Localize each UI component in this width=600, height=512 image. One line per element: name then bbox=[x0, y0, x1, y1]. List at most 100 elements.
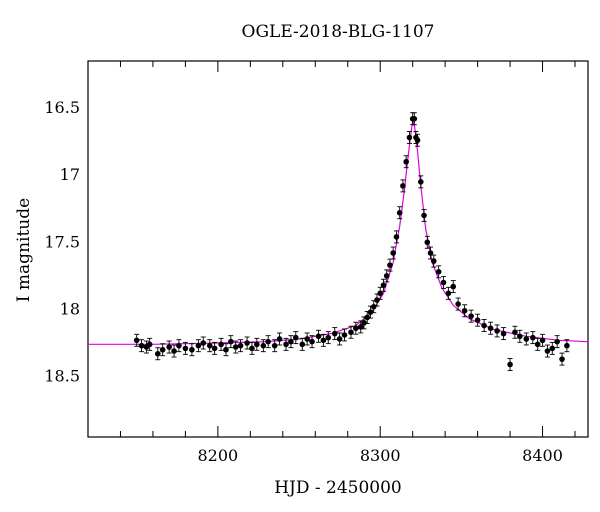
data-point bbox=[353, 325, 359, 332]
data-point bbox=[357, 324, 364, 330]
data-point bbox=[500, 330, 507, 337]
data-point bbox=[138, 342, 145, 349]
data-point bbox=[450, 283, 457, 290]
data-point bbox=[417, 179, 424, 185]
y-tick-label: 18.5 bbox=[44, 367, 80, 386]
data-point bbox=[387, 262, 393, 268]
data-point bbox=[539, 337, 546, 344]
data-point bbox=[218, 341, 224, 348]
data-point bbox=[195, 342, 202, 349]
y-tick-label: 17.5 bbox=[44, 232, 80, 251]
data-point bbox=[383, 273, 390, 279]
data-point bbox=[411, 115, 418, 122]
data-point bbox=[232, 344, 239, 350]
data-point bbox=[341, 332, 348, 338]
y-tick-label: 16.5 bbox=[44, 98, 80, 117]
data-point bbox=[271, 342, 278, 349]
x-tick-label: 8300 bbox=[360, 446, 401, 465]
data-point bbox=[361, 320, 367, 326]
data-point bbox=[424, 239, 431, 246]
data-point bbox=[393, 234, 400, 240]
data-point bbox=[299, 341, 306, 348]
x-tick-label: 8400 bbox=[522, 446, 563, 465]
data-point bbox=[455, 301, 461, 307]
chart-title: OGLE-2018-BLG-1107 bbox=[241, 22, 435, 42]
data-point bbox=[481, 322, 487, 329]
data-point bbox=[336, 336, 343, 342]
model-layer bbox=[88, 119, 589, 345]
y-tick-label: 18 bbox=[60, 299, 80, 318]
data-point bbox=[507, 361, 513, 368]
data-point bbox=[260, 342, 267, 349]
data-point bbox=[133, 337, 140, 344]
x-tick-label: 8200 bbox=[198, 446, 239, 465]
data-point bbox=[309, 338, 315, 345]
data-point bbox=[414, 137, 421, 144]
data-point bbox=[517, 333, 523, 340]
data-point bbox=[189, 346, 195, 353]
data-point bbox=[288, 338, 294, 345]
data-point bbox=[534, 341, 541, 348]
data-point bbox=[171, 348, 177, 354]
axes-layer: 8200 8300 8400 16.5 17 17.5 18 18.5 bbox=[44, 60, 589, 465]
data-point bbox=[435, 269, 442, 275]
data-point bbox=[292, 334, 299, 341]
data-point bbox=[440, 279, 447, 286]
data-point bbox=[237, 342, 244, 349]
data-point bbox=[445, 290, 452, 297]
data-point bbox=[512, 329, 518, 336]
data-point bbox=[474, 317, 481, 323]
x-axis-label: HJD - 2450000 bbox=[274, 478, 402, 498]
data-point bbox=[249, 345, 255, 352]
data-point bbox=[320, 337, 327, 344]
data-point bbox=[159, 346, 166, 353]
data-point bbox=[283, 341, 289, 348]
data-point bbox=[331, 330, 338, 337]
data-point bbox=[374, 297, 380, 303]
data-point bbox=[176, 342, 182, 349]
plot-frame bbox=[87, 60, 589, 438]
data-point bbox=[523, 336, 530, 342]
data-point bbox=[396, 209, 403, 216]
model-curve bbox=[88, 119, 589, 345]
data-point bbox=[530, 334, 536, 341]
data-point bbox=[468, 313, 474, 319]
data-point bbox=[244, 340, 250, 346]
data-point bbox=[348, 329, 354, 336]
data-point bbox=[166, 344, 172, 350]
data-point bbox=[400, 183, 406, 189]
data-point bbox=[494, 328, 500, 334]
data-point bbox=[364, 314, 371, 321]
data-point bbox=[427, 250, 434, 256]
data-point bbox=[254, 341, 260, 348]
data-point bbox=[380, 282, 387, 289]
data-point bbox=[200, 340, 207, 346]
data-point bbox=[223, 346, 229, 353]
data-point bbox=[406, 134, 413, 141]
data-point bbox=[206, 342, 213, 349]
data-point bbox=[549, 345, 556, 352]
data-point bbox=[265, 338, 271, 345]
data-point bbox=[564, 342, 570, 349]
data-point bbox=[155, 350, 161, 357]
data-point bbox=[430, 258, 437, 264]
data-points-layer bbox=[133, 112, 570, 371]
data-point bbox=[390, 250, 396, 256]
data-point bbox=[211, 345, 218, 352]
data-point bbox=[367, 309, 374, 315]
data-point bbox=[377, 290, 384, 297]
data-point bbox=[487, 325, 494, 332]
data-point bbox=[315, 333, 322, 340]
data-point bbox=[182, 345, 189, 352]
data-point bbox=[461, 307, 468, 314]
data-point bbox=[421, 212, 427, 219]
data-point bbox=[325, 334, 332, 341]
data-point bbox=[146, 341, 153, 348]
data-point bbox=[554, 338, 560, 345]
data-point bbox=[228, 338, 234, 345]
data-point bbox=[559, 356, 565, 362]
data-point bbox=[544, 348, 551, 354]
data-point bbox=[304, 336, 310, 342]
y-tick-label: 17 bbox=[60, 165, 80, 184]
